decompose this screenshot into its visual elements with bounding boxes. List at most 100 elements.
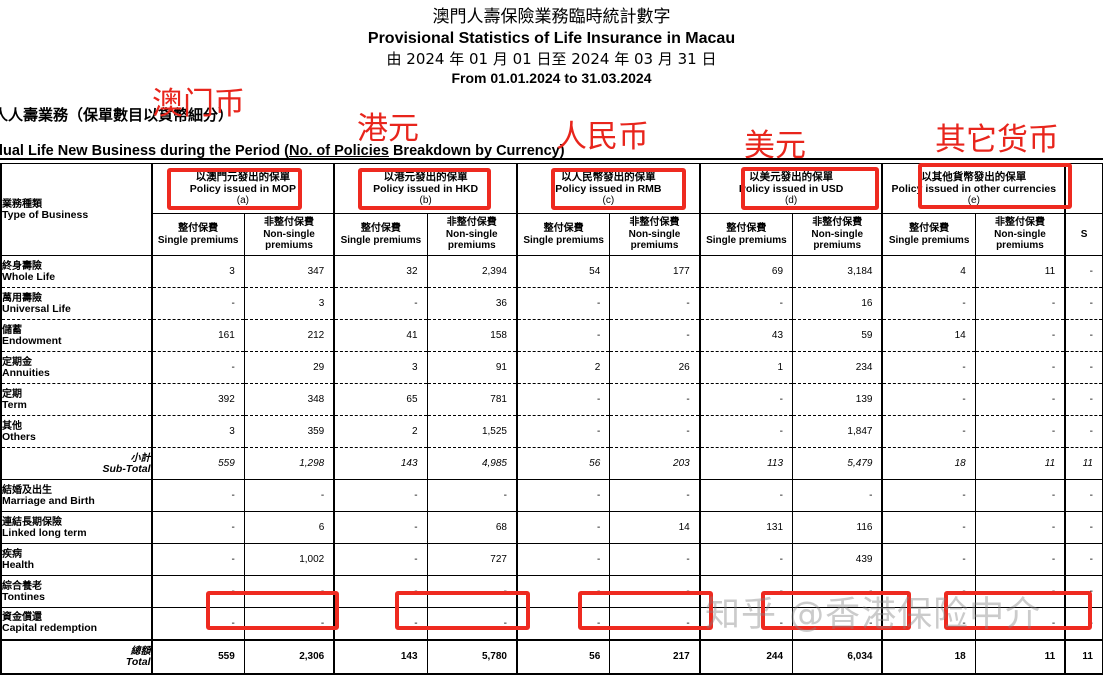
table-cell: - xyxy=(426,607,518,640)
premium-header-en: Non-single premiums xyxy=(994,228,1046,252)
table-cell: - xyxy=(333,511,428,544)
premium-header-cn: 整付保費 xyxy=(543,223,584,234)
table-cell: 6,034 xyxy=(792,638,884,675)
table-cell: 1,298 xyxy=(243,447,336,480)
premium-header-cn: 非整付保費 xyxy=(264,217,315,229)
col-header-hkd-note: (b) xyxy=(419,194,432,206)
table-cell: - xyxy=(974,415,1067,448)
header-row-premium-type: 整付保費 Single premiums 非整付保費 Non-single premi… xyxy=(1,213,1103,256)
header-row-currencies: 業務種類 Type of Business 以澳門元發出的保單 Policy i… xyxy=(0,163,1103,256)
col-header-mop: 以澳門元發出的保單 Policy issued in MOP (a) xyxy=(151,163,336,214)
table-cell: - xyxy=(1064,351,1103,384)
table-cell: - xyxy=(151,351,245,384)
table-cell: 5,479 xyxy=(792,447,884,480)
row-label-en: Sub-Total xyxy=(102,462,151,475)
table-cell: - xyxy=(974,543,1067,576)
table-cell: 4,985 xyxy=(426,447,518,480)
table-cell: 143 xyxy=(333,638,428,675)
type-of-business-en: Type of Business xyxy=(2,208,89,221)
table-cell: 56 xyxy=(516,447,611,480)
table-cell: - xyxy=(151,575,245,608)
table-row: 連結長期保險 Linked long term -6-68-14 131 116- - - xyxy=(0,511,1103,544)
table-cell: - xyxy=(151,287,245,320)
row-label-en: Linked long term xyxy=(2,526,87,539)
col-header-non-single-premiums: 非整付保費 Non-single premiums xyxy=(426,213,518,256)
table-cell: - xyxy=(516,287,611,320)
row-label-cn: 疾病 xyxy=(2,548,22,560)
table-cell: 559 xyxy=(151,638,245,675)
table-cell: - xyxy=(1064,287,1103,320)
table-cell: - xyxy=(333,479,428,512)
table-cell: - xyxy=(609,415,701,448)
table-cell: 11 xyxy=(1064,447,1103,480)
table-cell: - xyxy=(151,511,245,544)
table-row: 小計 Sub-Total 559 1,298 143 4,985 56 203 113 5,479… xyxy=(0,447,1103,480)
premium-header-cn: 非整付保費 xyxy=(446,217,497,229)
row-label-term: 定期 Term xyxy=(0,383,153,416)
table-cell: - xyxy=(516,319,611,352)
premium-header-en: Non-single premiums xyxy=(445,228,498,252)
title-english: Provisional Statistics of Life Insurance… xyxy=(367,30,736,47)
sheet-top-rule xyxy=(0,158,1103,163)
col-header-other: 以其他貨幣發出的保單 Policy issued in other curren… xyxy=(881,163,1067,214)
table-cell: 439 xyxy=(792,543,884,576)
table-cell: 18 xyxy=(881,447,976,480)
table-cell: - xyxy=(974,383,1067,416)
table-cell: - xyxy=(426,575,518,608)
table-cell: - xyxy=(974,575,1067,608)
table-cell: - xyxy=(881,479,976,512)
table-cell: - xyxy=(1064,607,1103,640)
row-label-annuities: 定期金 Annuities xyxy=(0,351,153,384)
table-cell: 65 xyxy=(333,383,428,416)
table-cell: 29 xyxy=(243,351,336,384)
row-label-marriage-and-birth: 結婚及出生 Marriage and Birth xyxy=(0,479,153,512)
table-cell: - xyxy=(881,351,976,384)
table-cell: 139 xyxy=(792,383,884,416)
table-cell: - xyxy=(881,415,976,448)
col-header-rmb-cn: 以人民幣發出的保單 xyxy=(561,170,656,183)
table-cell: - xyxy=(974,479,1067,512)
annotation-currency-hkd: 港元 xyxy=(357,111,419,147)
table-cell: 116 xyxy=(792,511,884,544)
table-cell: - xyxy=(1064,511,1103,544)
table-body: 終身壽險 Whole Life 3 347 32 2,394 54 177 69 3,184 4 11… xyxy=(0,255,1103,675)
table-cell: 2 xyxy=(516,351,611,384)
row-label-cn: 儲蓄 xyxy=(2,324,22,336)
row-label-en: Others xyxy=(2,430,36,443)
row-label-universal-life: 萬用壽險 Universal Life xyxy=(0,287,153,320)
col-header-non-single-premiums: 非整付保費 Non-single premiums xyxy=(243,213,336,256)
table-cell: 18 xyxy=(881,638,976,675)
row-label-sub-total: 小計 Sub-Total xyxy=(0,447,153,480)
section-caption-post: Breakdown by Currency) xyxy=(388,143,565,159)
row-label-cn: 定期 xyxy=(2,388,22,400)
row-label-cn: 小計 xyxy=(130,452,151,464)
table-cell: 14 xyxy=(881,319,976,352)
table-cell: - xyxy=(516,479,611,512)
table-cell: - xyxy=(516,607,611,640)
table-cell: - xyxy=(151,479,245,512)
col-header-other-en: Policy issued in other currencies xyxy=(891,182,1057,195)
table-cell: 26 xyxy=(609,351,701,384)
table-cell: - xyxy=(151,543,245,576)
row-label-total: 總額 Total xyxy=(0,638,153,675)
section-caption-english: ividual Life New Business during the Per… xyxy=(0,143,565,159)
row-label-cn: 結婚及出生 xyxy=(2,484,52,496)
premium-header-cn: 整付保費 xyxy=(726,223,767,234)
table-cell: - xyxy=(426,479,518,512)
col-header-hkd-cn: 以港元發出的保單 xyxy=(383,170,468,183)
partial-header-text: S xyxy=(1080,228,1088,240)
table-cell: - xyxy=(1064,255,1103,288)
table-cell: 68 xyxy=(426,511,518,544)
table-cell: 244 xyxy=(699,638,794,675)
table-cell: - xyxy=(699,607,794,640)
col-header-non-single-premiums: 非整付保費 Non-single premiums xyxy=(974,213,1067,256)
table-cell: - xyxy=(609,607,701,640)
table-row: 儲蓄 Endowment 161 212 41 158- -43 59 14- - xyxy=(0,319,1103,352)
table-cell: 392 xyxy=(151,383,245,416)
table-cell: - xyxy=(609,479,701,512)
table-cell: - xyxy=(1064,543,1103,576)
premium-header-en: Single premiums xyxy=(706,234,787,246)
table-cell: - xyxy=(1064,415,1103,448)
row-label-en: Whole Life xyxy=(2,270,56,283)
row-label-en: Capital redemption xyxy=(2,622,98,635)
